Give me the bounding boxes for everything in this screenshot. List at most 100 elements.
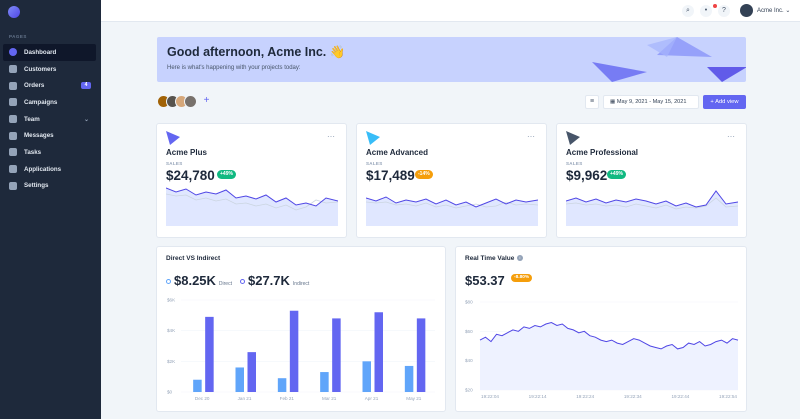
sidebar-item-campaigns[interactable]: Campaigns bbox=[3, 94, 96, 111]
product-name: Acme Plus bbox=[166, 148, 207, 157]
sidebar-item-dashboard[interactable]: Dashboard bbox=[3, 44, 96, 61]
bar bbox=[404, 365, 414, 392]
notification-dot bbox=[713, 4, 717, 8]
change-badge: -14% bbox=[415, 170, 433, 179]
x-tick-label: Apr 21 bbox=[365, 396, 379, 401]
bar bbox=[277, 378, 287, 392]
sidebar-item-label: Orders bbox=[24, 82, 45, 90]
x-tick-label: 19:22:04 bbox=[481, 394, 499, 399]
add-view-button[interactable]: + Add view bbox=[703, 95, 746, 109]
sidebar-item-label: Messages bbox=[24, 132, 54, 140]
banner-illustration bbox=[592, 37, 746, 82]
filter-button[interactable]: ≡ bbox=[585, 95, 599, 109]
chevron-down-icon: ⌄ bbox=[83, 116, 89, 123]
sidebar-item-label: Customers bbox=[24, 65, 57, 73]
sidebar-item-messages[interactable]: Messages bbox=[3, 127, 96, 144]
banner-title: Good afternoon, Acme Inc. 👋 bbox=[167, 45, 346, 59]
product-logo-icon bbox=[366, 131, 380, 145]
x-tick-label: Feb 21 bbox=[280, 396, 295, 401]
info-icon[interactable]: i bbox=[517, 255, 523, 261]
x-tick-label: Dec 20 bbox=[195, 396, 210, 401]
legend-indirect-dot[interactable] bbox=[239, 279, 245, 284]
sidebar-item-orders[interactable]: Orders 4 bbox=[3, 77, 96, 94]
sidebar-item-label: Tasks bbox=[24, 148, 42, 156]
sales-label: SALES bbox=[366, 161, 383, 166]
real-time-value: $53.37 bbox=[465, 273, 505, 288]
bar bbox=[416, 318, 426, 392]
bar bbox=[362, 361, 371, 392]
bar bbox=[205, 316, 214, 392]
change-badge: +49% bbox=[217, 170, 236, 179]
banner-subtitle: Here is what's happening with your proje… bbox=[167, 65, 301, 71]
add-member-button[interactable]: + bbox=[203, 95, 210, 106]
real-time-card: Real Time Value i $53.37 -8.80% $20 $40 $6… bbox=[456, 247, 746, 411]
sidebar-item-label: Campaigns bbox=[24, 98, 58, 106]
user-menu[interactable]: Acme Inc. ⌄ bbox=[757, 7, 790, 14]
indirect-value: $27.7K bbox=[247, 273, 290, 288]
sidebar-item-label: Applications bbox=[24, 165, 62, 173]
bar bbox=[193, 379, 202, 392]
sidebar-item-team[interactable]: Team ⌄ bbox=[3, 111, 96, 128]
y-tick-label: $2K bbox=[167, 359, 176, 364]
more-options-button[interactable]: ⋯ bbox=[727, 132, 736, 141]
x-tick-label: 19:22:14 bbox=[529, 394, 547, 399]
applications-icon bbox=[9, 165, 17, 174]
sidebar-item-label: Team bbox=[24, 115, 40, 123]
change-badge: -8.80% bbox=[511, 274, 533, 282]
messages-icon[interactable]: • bbox=[700, 5, 712, 17]
search-icon[interactable]: ⌕ bbox=[682, 5, 694, 17]
date-range-picker[interactable]: ▦ May 9, 2021 - May 15, 2021 bbox=[603, 95, 699, 109]
y-tick-label: $4K bbox=[167, 328, 176, 333]
x-tick-label: 19:22:44 bbox=[671, 394, 689, 399]
sidebar-item-customers[interactable]: Customers bbox=[3, 61, 96, 78]
orders-icon bbox=[9, 81, 17, 90]
card-title: Real Time Value bbox=[465, 255, 515, 262]
app-logo[interactable] bbox=[8, 6, 20, 18]
calendar-icon: ▦ bbox=[610, 99, 616, 105]
messages-icon bbox=[9, 131, 17, 140]
x-tick-label: 19:22:34 bbox=[624, 394, 642, 399]
sidebar-section-label: PAGES bbox=[9, 34, 27, 39]
series-line bbox=[479, 321, 739, 350]
product-card: ⋯ Acme Professional SALES $9,962 +49% bbox=[557, 124, 746, 237]
sidebar-nav: Dashboard Customers Orders 4 Campaigns Te… bbox=[3, 44, 96, 194]
product-name: Acme Advanced bbox=[366, 148, 428, 157]
chevron-down-icon: ⌄ bbox=[785, 8, 791, 14]
sidebar-item-tasks[interactable]: Tasks bbox=[3, 144, 96, 161]
direct-value: $8.25K bbox=[174, 273, 216, 288]
card-title: Direct VS Indirect bbox=[166, 255, 221, 262]
sales-label: SALES bbox=[166, 161, 183, 166]
x-tick-label: 19:22:24 bbox=[576, 394, 594, 399]
y-tick-label: $80 bbox=[465, 300, 473, 305]
y-tick-label: $60 bbox=[465, 329, 473, 334]
sidebar: PAGES Dashboard Customers Orders 4 Campai… bbox=[0, 0, 101, 419]
sidebar-item-settings[interactable]: Settings bbox=[3, 178, 96, 195]
tasks-icon bbox=[9, 148, 17, 157]
x-tick-label: Jan 21 bbox=[238, 396, 252, 401]
more-options-button[interactable]: ⋯ bbox=[527, 132, 536, 141]
change-badge: +49% bbox=[607, 170, 626, 179]
user-avatar[interactable] bbox=[740, 4, 753, 17]
product-name: Acme Professional bbox=[566, 148, 639, 157]
sales-label: SALES bbox=[566, 161, 583, 166]
dashboard-icon bbox=[9, 48, 17, 57]
info-icon[interactable]: ? bbox=[718, 5, 730, 17]
legend-direct-dot[interactable] bbox=[166, 279, 171, 284]
bar bbox=[247, 352, 256, 392]
bar bbox=[320, 372, 329, 392]
indirect-label: Indirect bbox=[292, 281, 310, 287]
user-name: Acme Inc. bbox=[757, 8, 784, 14]
sidebar-item-label: Dashboard bbox=[24, 48, 57, 56]
bar bbox=[332, 318, 341, 392]
campaigns-icon bbox=[9, 98, 17, 107]
sparkline bbox=[166, 187, 338, 226]
more-options-button[interactable]: ⋯ bbox=[327, 132, 336, 141]
bar bbox=[289, 310, 299, 392]
team-avatars: + bbox=[157, 95, 209, 108]
y-tick-label: $40 bbox=[465, 358, 473, 363]
sidebar-item-label: Settings bbox=[24, 182, 49, 190]
customers-icon bbox=[9, 65, 17, 74]
bar bbox=[235, 367, 244, 392]
sidebar-item-applications[interactable]: Applications bbox=[3, 161, 96, 178]
avatar[interactable] bbox=[184, 95, 197, 108]
